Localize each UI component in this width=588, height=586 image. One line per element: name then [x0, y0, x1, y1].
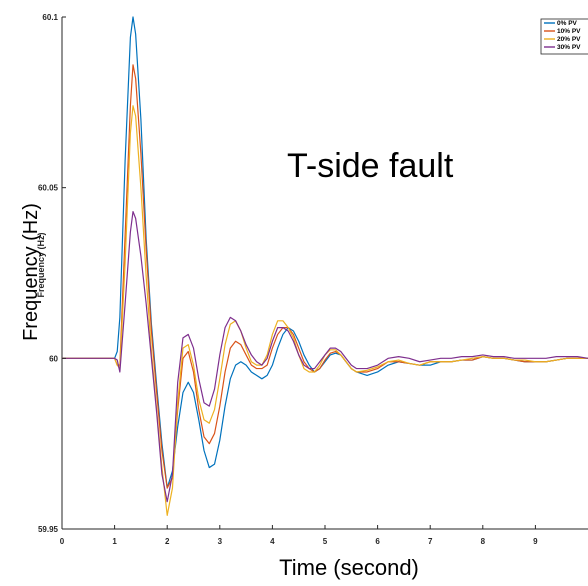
x-tick-label: 3: [218, 537, 223, 546]
y-tick-label: 60.05: [38, 184, 59, 193]
x-tick-label: 4: [270, 537, 275, 546]
x-tick-label: 6: [375, 537, 380, 546]
fault-annotation: T-side fault: [287, 147, 454, 185]
y-tick-label: 60.1: [42, 13, 58, 22]
series-line-3: [62, 210, 588, 503]
inner-y-axis-label: Frequency (Hz): [36, 232, 46, 297]
x-tick-label: 0: [60, 537, 65, 546]
x-tick-label: 1: [112, 537, 117, 546]
y-axis-label: Frequency (Hz): [20, 203, 42, 341]
legend-box: [540, 18, 588, 55]
series-lines: [62, 16, 588, 516]
x-tick-label: 2: [165, 537, 170, 546]
legend-label-1: 10% PV: [557, 28, 581, 35]
x-tick-label: 5: [323, 537, 328, 546]
legend-label-2: 20% PV: [557, 36, 581, 43]
x-tick-label: 9: [533, 537, 538, 546]
axis-ticks: 0 1 2 3 4 5 6 7 8 9 59.95 60 60.05 60.1: [38, 13, 538, 546]
legend-label-3: 30% PV: [557, 44, 581, 51]
x-tick-label: 8: [481, 537, 486, 546]
x-axis-label: Time (second): [279, 555, 419, 580]
legend-label-0: 0% PV: [557, 20, 578, 27]
y-tick-label: 59.95: [38, 525, 59, 534]
y-tick-label: 60: [49, 354, 58, 363]
x-tick-label: 7: [428, 537, 433, 546]
